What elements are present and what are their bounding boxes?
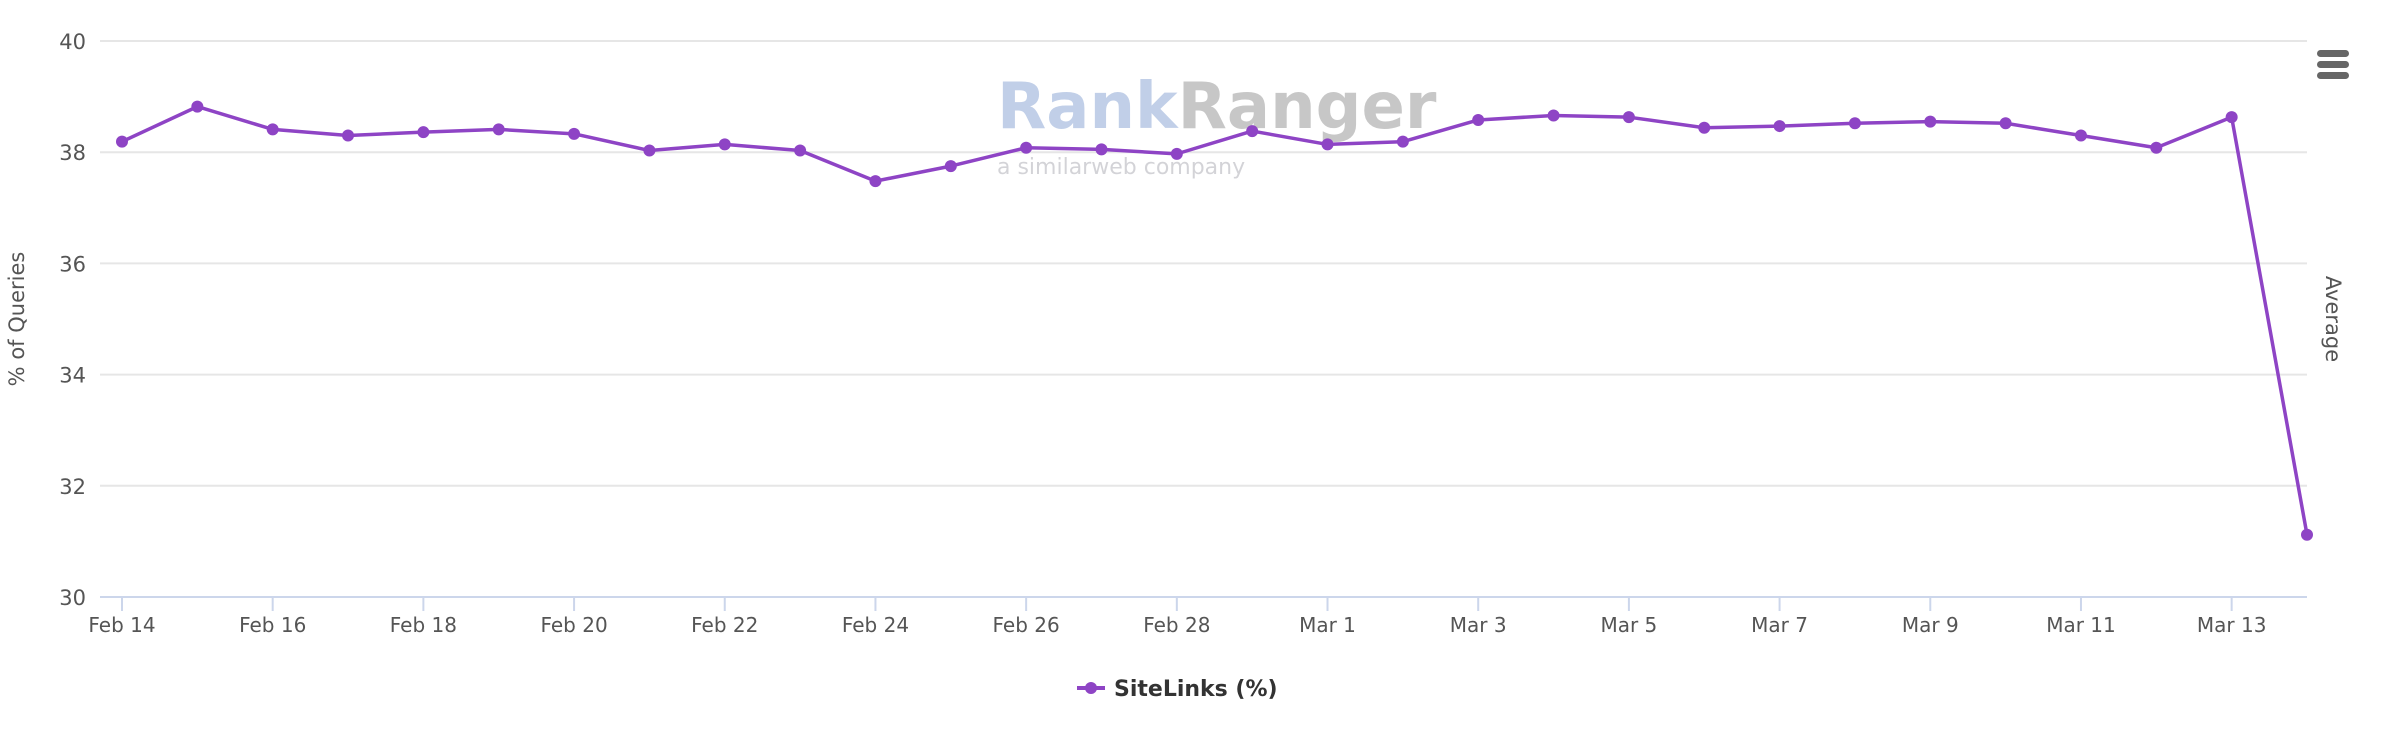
y-axis-title: % of Queries [5, 252, 29, 387]
x-tick-label: Feb 26 [993, 613, 1060, 637]
data-point [191, 100, 204, 113]
y-tick-label: 32 [59, 475, 86, 499]
x-tick-label: Mar 5 [1600, 613, 1657, 637]
x-tick-label: Feb 22 [691, 613, 758, 637]
data-point [869, 175, 882, 188]
x-tick-label: Feb 14 [88, 613, 155, 637]
rankranger-watermark: RankRanger a similarweb company [997, 70, 1437, 180]
hamburger-menu-icon[interactable] [2317, 50, 2349, 79]
legend-label: SiteLinks (%) [1114, 677, 1278, 702]
data-point [1698, 121, 1711, 134]
y-tick-label: 36 [59, 252, 86, 276]
x-tick-label: Feb 20 [540, 613, 607, 637]
watermark-ranger: Ranger [1178, 70, 1437, 144]
x-tick-label: Mar 11 [2046, 613, 2116, 637]
data-point [1020, 141, 1033, 154]
data-point [1924, 115, 1937, 128]
data-point [1095, 143, 1108, 156]
data-point [417, 126, 430, 139]
data-point [2225, 111, 2238, 124]
data-point [1547, 109, 1560, 122]
data-point [1999, 117, 2012, 130]
data-point [1472, 113, 1485, 126]
data-point [2301, 528, 2313, 541]
y-tick-label: 34 [59, 364, 86, 388]
data-point [944, 160, 957, 173]
x-tick-label: Mar 1 [1299, 613, 1356, 637]
y-axis-ticks: 30 32 34 36 38 40 [59, 30, 86, 610]
x-tick-label: Feb 16 [239, 613, 306, 637]
x-tick-label: Feb 28 [1143, 613, 1210, 637]
data-point [1396, 135, 1409, 148]
series-sitelinks [116, 100, 2313, 541]
series-line [121, 104, 2309, 536]
data-point [116, 135, 128, 148]
data-point [1170, 147, 1183, 160]
y2-axis-title: Average [2321, 276, 2345, 362]
legend-point-marker [1085, 682, 1097, 694]
x-tick-label: Mar 7 [1751, 613, 1808, 637]
data-point [492, 123, 505, 136]
data-point [1848, 117, 1861, 130]
data-point [718, 138, 731, 151]
data-point [1622, 111, 1635, 124]
watermark-tagline: a similarweb company [997, 155, 1245, 180]
x-tick-label: Mar 9 [1902, 613, 1959, 637]
y-tick-label: 38 [59, 141, 86, 165]
y-tick-label: 30 [59, 586, 86, 610]
data-point [342, 129, 355, 142]
y-tick-label: 40 [59, 30, 86, 54]
data-point [2150, 141, 2163, 154]
x-tick-label: Mar 13 [2197, 613, 2267, 637]
grid-lines [100, 40, 2307, 487]
watermark-logo: RankRanger [997, 70, 1437, 144]
data-point [266, 123, 279, 136]
data-point [2074, 129, 2087, 142]
data-point [568, 127, 581, 140]
data-point [794, 144, 807, 157]
x-tick-label: Feb 18 [390, 613, 457, 637]
x-tick-label: Mar 3 [1450, 613, 1507, 637]
legend[interactable]: SiteLinks (%) [1077, 677, 1278, 702]
x-axis: Feb 14 Feb 16 Feb 18 Feb 20 Feb 22 Feb 24 Feb … [88, 596, 2307, 637]
data-point [1246, 125, 1259, 138]
x-tick-label: Feb 24 [842, 613, 909, 637]
data-point [1773, 120, 1786, 133]
data-point [643, 144, 656, 157]
watermark-rank: Rank [997, 70, 1179, 144]
data-point [1321, 138, 1334, 151]
